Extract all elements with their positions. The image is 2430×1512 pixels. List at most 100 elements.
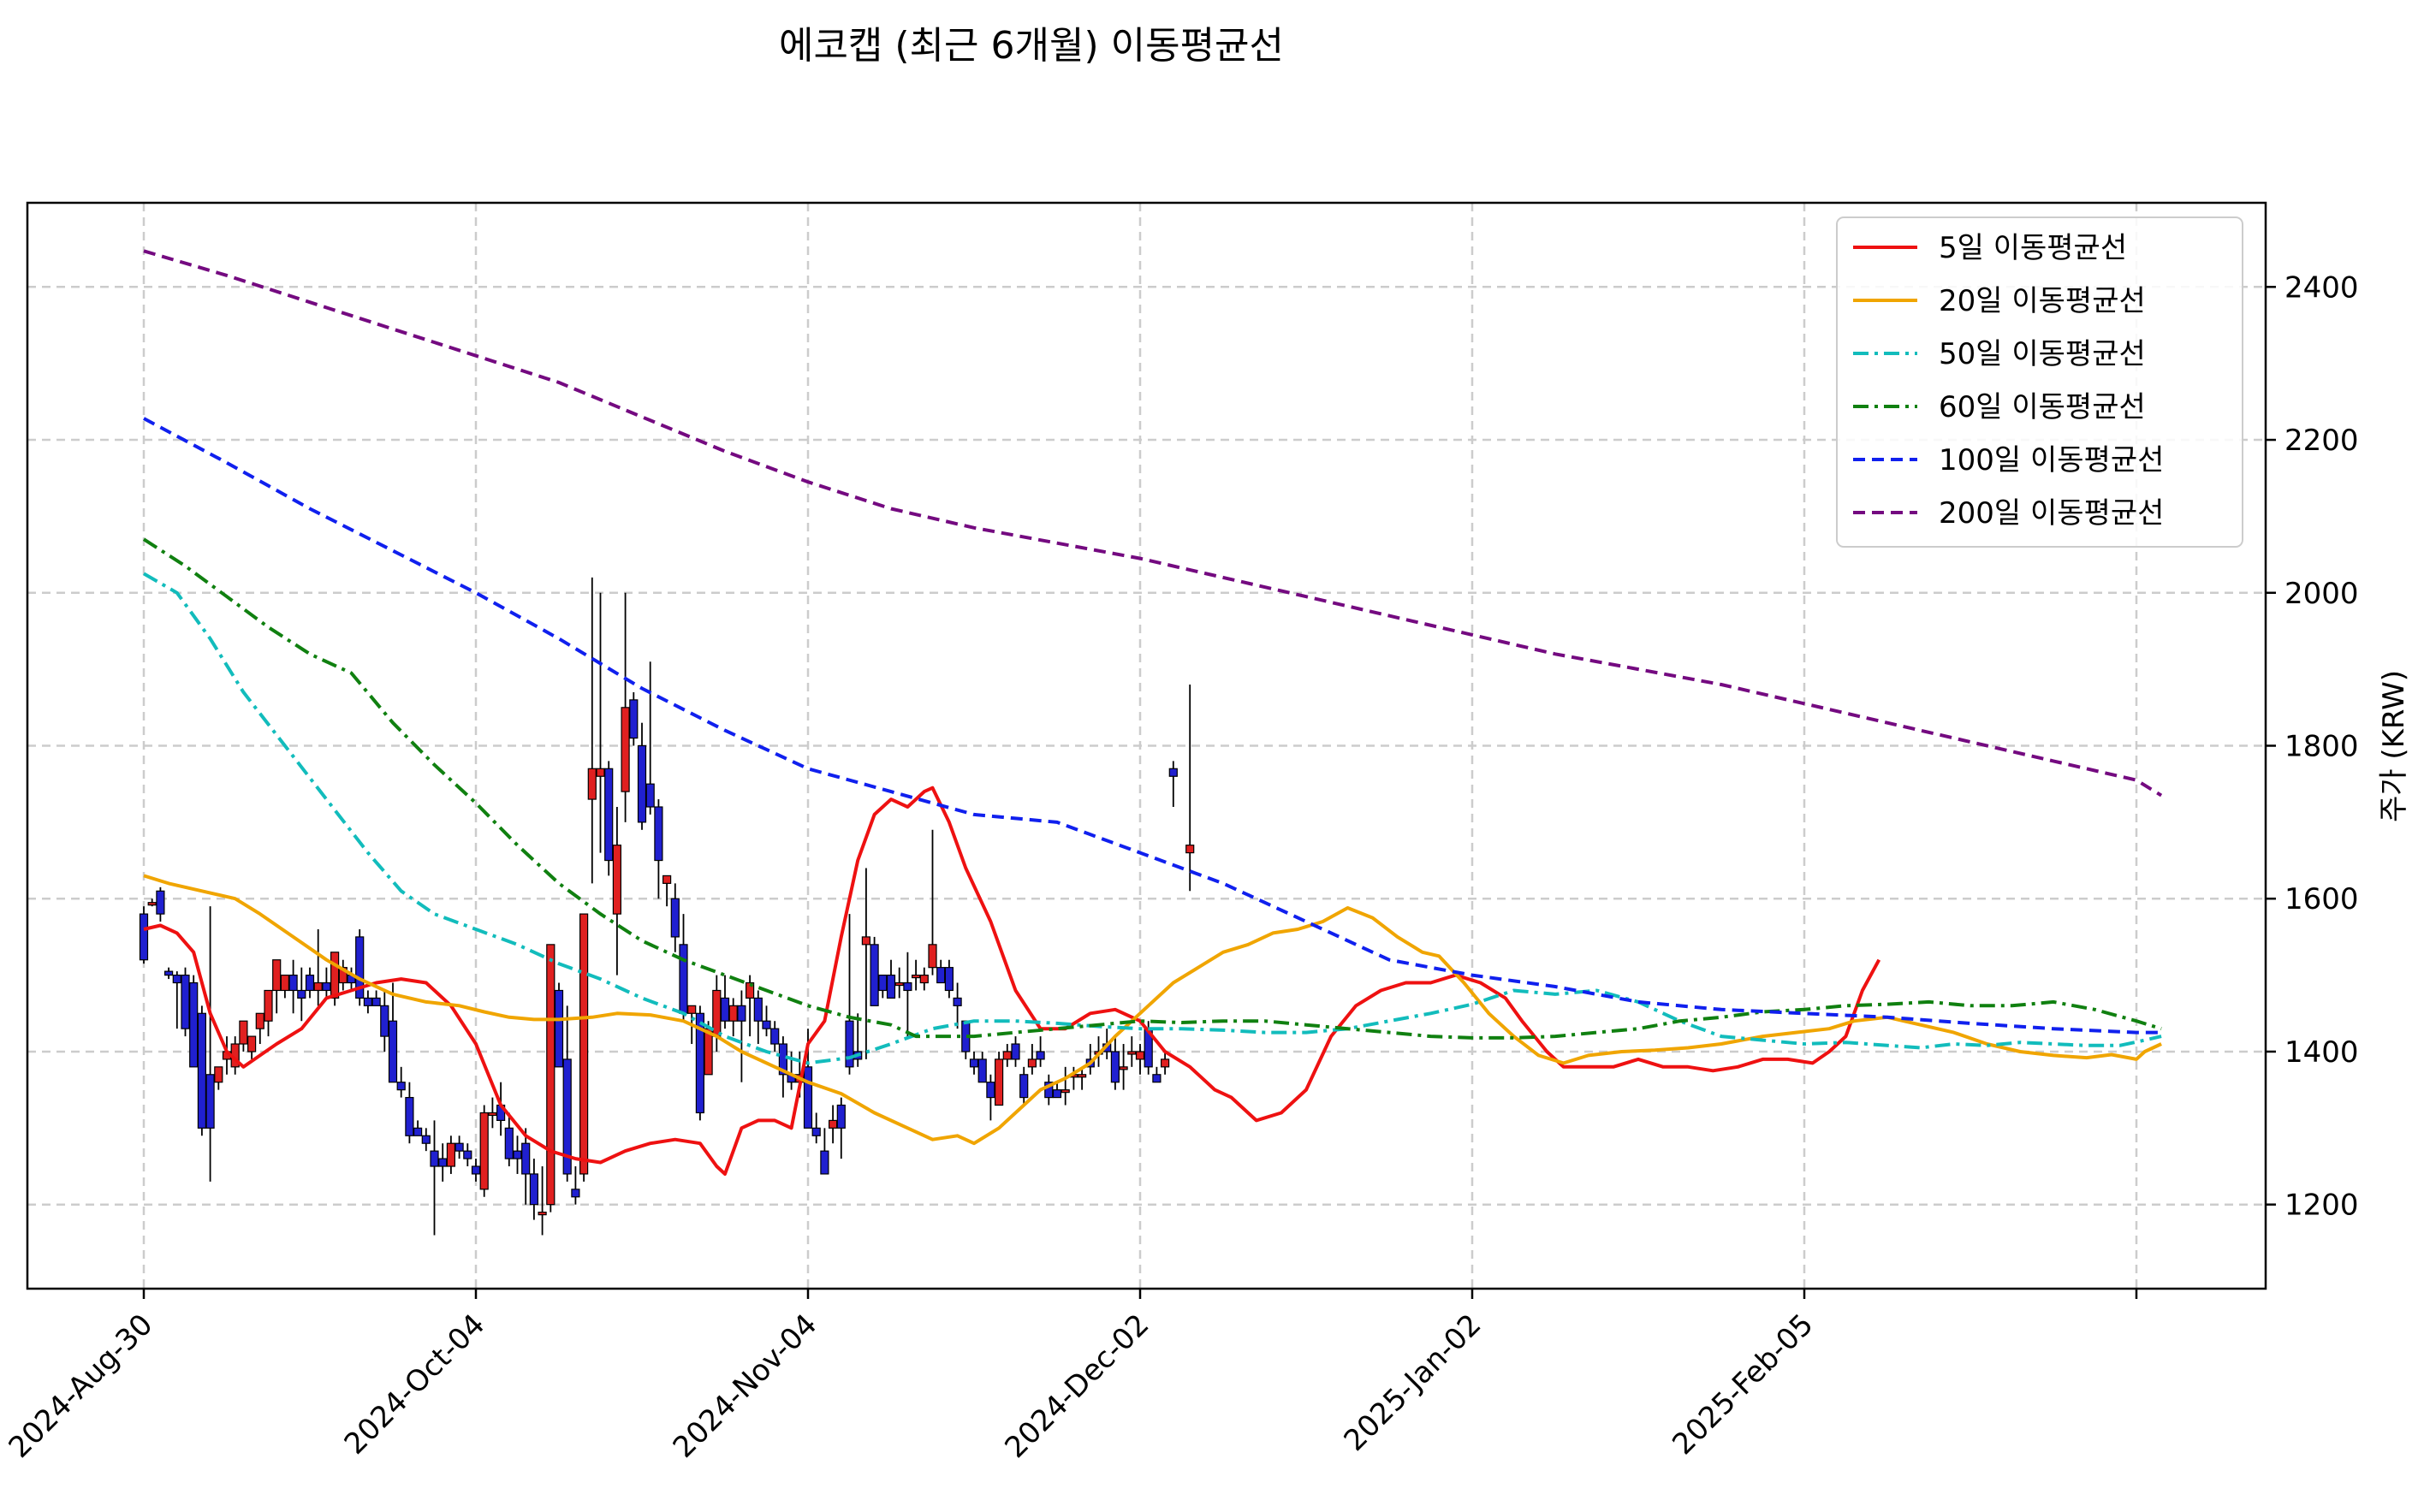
candle-63 — [662, 875, 672, 907]
candle-62 — [654, 799, 663, 899]
candle-body — [562, 1058, 572, 1175]
candle-85 — [845, 914, 854, 1075]
candle-body — [1036, 1051, 1045, 1060]
series-line-5 — [143, 249, 2163, 798]
candle-108 — [1036, 1036, 1045, 1067]
candle-32 — [405, 1082, 414, 1144]
candle-91 — [894, 967, 904, 999]
candle-111 — [1061, 1066, 1070, 1106]
legend-item-4: 100일 이동평균선 — [1853, 443, 2164, 477]
candle-body — [181, 974, 190, 1029]
candle-body — [513, 1150, 522, 1159]
candle-body — [654, 806, 663, 862]
candle-body — [986, 1082, 995, 1099]
candle-body — [687, 1005, 697, 1014]
y-tick-label-1400: 1400 — [2284, 1035, 2359, 1070]
candle-body — [828, 1119, 838, 1129]
candle-81 — [811, 1112, 821, 1144]
candle-99 — [961, 1020, 971, 1059]
candle-body — [928, 944, 937, 969]
candle-110 — [1052, 1082, 1062, 1099]
candle-67 — [695, 1005, 705, 1121]
candlesticks — [139, 577, 1195, 1236]
candle-34 — [421, 1128, 431, 1152]
candle-47 — [529, 1159, 539, 1220]
candle-98 — [953, 982, 962, 1029]
candle-body — [371, 997, 381, 1006]
candle-body — [579, 913, 589, 1175]
candle-body — [994, 1058, 1004, 1106]
candle-body — [388, 1020, 398, 1083]
candle-body — [280, 974, 289, 992]
candle-body — [413, 1127, 423, 1136]
candle-body — [380, 1005, 389, 1037]
candle-19 — [297, 967, 306, 1022]
candle-75 — [762, 1005, 771, 1037]
candle-8 — [205, 906, 215, 1182]
candle-body — [753, 997, 763, 1022]
candle-body — [538, 1212, 547, 1216]
candle-body — [322, 981, 331, 992]
candle-body — [305, 974, 315, 992]
y-tick-label-1600: 1600 — [2284, 882, 2359, 916]
candle-body — [1185, 845, 1195, 854]
candle-101 — [977, 1051, 987, 1083]
candle-104 — [1002, 1044, 1012, 1067]
y-axis-ticks: 1200 1400 1600 1800 2000 2200 2400 — [2266, 270, 2359, 1223]
candle-122 — [1152, 1066, 1162, 1083]
candle-119 — [1127, 1036, 1137, 1067]
candle-body — [488, 1112, 497, 1117]
candle-76 — [770, 1021, 780, 1052]
candle-body — [1119, 1066, 1128, 1070]
candle-45 — [513, 1135, 522, 1174]
series-line-3 — [142, 537, 2162, 1040]
x-tick-label-3: 2024-Dec-02 — [998, 1307, 1156, 1465]
candle-body — [1002, 1051, 1012, 1060]
candle-90 — [886, 959, 896, 999]
candle-body — [737, 1005, 746, 1022]
candle-106 — [1019, 1066, 1029, 1106]
candle-body — [571, 1189, 580, 1198]
candle-body — [886, 974, 896, 999]
candle-5 — [181, 967, 190, 1037]
candle-0 — [139, 906, 149, 964]
candle-102 — [986, 1074, 995, 1121]
candle-body — [189, 981, 199, 1068]
legend-item-0: 5일 이동평균선 — [1853, 231, 2127, 265]
candle-61 — [645, 661, 655, 815]
x-tick-label-2: 2024-Nov-04 — [667, 1307, 824, 1465]
candle-46 — [521, 1128, 531, 1205]
candle-body — [139, 913, 149, 961]
candle-124 — [1168, 761, 1178, 807]
candle-body — [770, 1028, 780, 1045]
legend-label: 20일 이동평균선 — [1939, 284, 2146, 318]
candle-1 — [147, 898, 157, 907]
candle-12 — [239, 1020, 248, 1052]
candle-48 — [538, 1166, 547, 1236]
legend: 5일 이동평균선 20일 이동평균선 50일 이동평균선 60일 이동평균선 100일 … — [1836, 216, 2243, 548]
candle-body — [870, 944, 879, 1006]
candle-69 — [712, 975, 722, 1052]
candle-83 — [828, 1105, 838, 1144]
candle-89 — [878, 974, 888, 999]
legend-item-5: 200일 이동평균선 — [1853, 496, 2164, 531]
candle-53 — [579, 913, 589, 1182]
candle-70 — [720, 975, 730, 1029]
candle-body — [1127, 1051, 1137, 1055]
candle-120 — [1135, 1044, 1145, 1075]
series-line-4 — [143, 417, 2162, 1035]
candle-4 — [172, 971, 181, 1029]
candle-38 — [455, 1135, 464, 1159]
candle-74 — [753, 990, 763, 1045]
candle-body — [1011, 1043, 1020, 1060]
legend-label: 100일 이동평균선 — [1939, 443, 2164, 477]
candle-107 — [1027, 1044, 1037, 1075]
y-axis-label: 주가 (KRW) — [2377, 670, 2411, 822]
candle-body — [214, 1066, 223, 1083]
candle-15 — [264, 989, 273, 1037]
candle-body — [164, 970, 174, 976]
candle-body — [878, 974, 888, 992]
candle-113 — [1077, 1066, 1087, 1090]
candle-39 — [463, 1143, 472, 1167]
candle-body — [1110, 1051, 1120, 1083]
